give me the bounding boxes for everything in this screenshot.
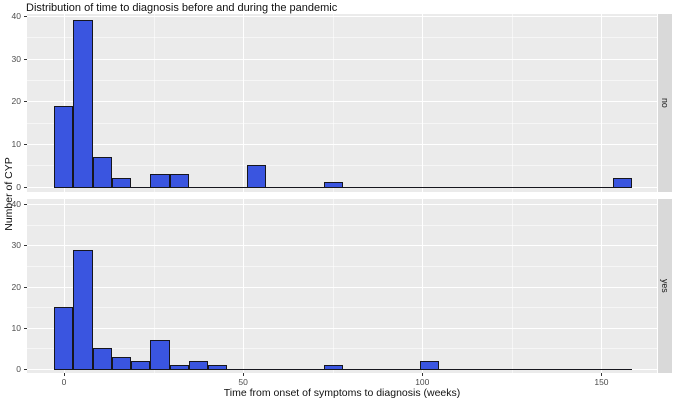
y-tick-mark — [24, 16, 27, 17]
y-tick-label: 10 — [11, 139, 21, 150]
histogram-bar — [612, 178, 633, 188]
x-tick-label: 100 — [415, 377, 430, 387]
y-major-gridline — [27, 204, 657, 206]
y-tick-mark — [24, 327, 27, 329]
y-minor-gridline — [27, 122, 657, 124]
facet-strip-label: no — [660, 98, 670, 108]
y-axis-title: Number of CYP — [3, 157, 15, 231]
chart-title: Distribution of time to diagnosis before… — [26, 2, 338, 14]
y-minor-gridline — [27, 348, 657, 350]
y-major-gridline — [27, 16, 657, 17]
histogram-bar — [169, 173, 189, 188]
x-tick-label: 50 — [238, 377, 248, 387]
x-major-gridline — [422, 14, 424, 192]
x-tick-mark — [601, 373, 603, 376]
y-major-gridline — [27, 327, 657, 329]
histogram-bar — [73, 20, 93, 188]
x-axis-title: Time from onset of symptoms to diagnosis… — [223, 387, 461, 399]
x-tick-mark — [243, 373, 245, 376]
facet-strip: no — [658, 14, 672, 192]
y-major-gridline — [27, 101, 657, 103]
histogram-bar — [111, 356, 132, 370]
x-minor-gridline — [153, 14, 155, 192]
y-tick-mark — [24, 245, 27, 247]
y-tick-mark — [24, 186, 27, 188]
y-major-gridline — [27, 144, 657, 146]
facet-strip: yes — [658, 199, 672, 373]
x-minor-gridline — [511, 14, 513, 192]
facet-panel-yes — [27, 199, 657, 373]
y-tick-label: 20 — [11, 96, 21, 107]
histogram-bar — [420, 360, 440, 370]
histogram-bar — [169, 364, 189, 370]
x-major-gridline — [243, 199, 245, 373]
y-minor-gridline — [27, 37, 657, 39]
x-major-gridline — [64, 199, 65, 373]
x-minor-gridline — [153, 199, 155, 373]
histogram-bar — [323, 364, 344, 370]
x-major-gridline — [422, 199, 424, 373]
y-tick-mark — [24, 144, 27, 146]
y-tick-label: 40 — [11, 11, 21, 21]
zero-count-line — [53, 369, 633, 370]
y-minor-gridline — [27, 224, 657, 226]
facet-strip-label: yes — [660, 279, 670, 293]
y-tick-label: 30 — [11, 53, 21, 64]
y-minor-gridline — [27, 266, 657, 268]
facet-panel-no — [27, 14, 657, 192]
histogram-bar — [246, 165, 266, 188]
x-major-gridline — [601, 14, 603, 192]
y-tick-label: 0 — [16, 181, 21, 192]
histogram-bar — [111, 178, 132, 188]
histogram-bar — [92, 348, 112, 370]
x-major-gridline — [601, 199, 603, 373]
histogram-bar — [53, 307, 74, 370]
y-tick-mark — [24, 101, 27, 103]
x-tick-mark — [64, 373, 65, 376]
y-tick-label: 10 — [11, 322, 21, 333]
histogram-bar — [208, 364, 228, 370]
x-tick-label: 0 — [61, 377, 67, 387]
histogram-bar — [323, 182, 344, 188]
histogram-bar — [188, 360, 209, 370]
y-minor-gridline — [27, 307, 657, 309]
x-major-gridline — [243, 14, 245, 192]
x-minor-gridline — [332, 199, 334, 373]
x-minor-gridline — [332, 14, 334, 192]
y-tick-mark — [24, 204, 27, 206]
x-minor-gridline — [511, 199, 513, 373]
y-tick-label: 30 — [11, 240, 21, 251]
y-minor-gridline — [27, 165, 657, 167]
y-tick-label: 40 — [11, 199, 21, 210]
y-tick-mark — [24, 286, 27, 288]
y-tick-mark — [24, 369, 27, 370]
x-tick-mark — [422, 373, 424, 376]
zero-count-line — [53, 186, 633, 188]
y-tick-label: 0 — [16, 364, 21, 374]
y-major-gridline — [27, 286, 657, 288]
x-tick-label: 150 — [594, 377, 609, 387]
y-tick-label: 20 — [11, 281, 21, 292]
y-tick-mark — [24, 58, 27, 60]
histogram-bar — [53, 105, 74, 188]
histogram-bar — [131, 360, 151, 370]
x-major-gridline — [64, 14, 65, 192]
histogram-bar — [73, 249, 93, 370]
histogram-bar — [150, 173, 170, 188]
histogram-bar — [150, 340, 170, 370]
histogram-bar — [92, 156, 112, 188]
y-major-gridline — [27, 245, 657, 247]
y-minor-gridline — [27, 80, 657, 81]
y-major-gridline — [27, 58, 657, 60]
